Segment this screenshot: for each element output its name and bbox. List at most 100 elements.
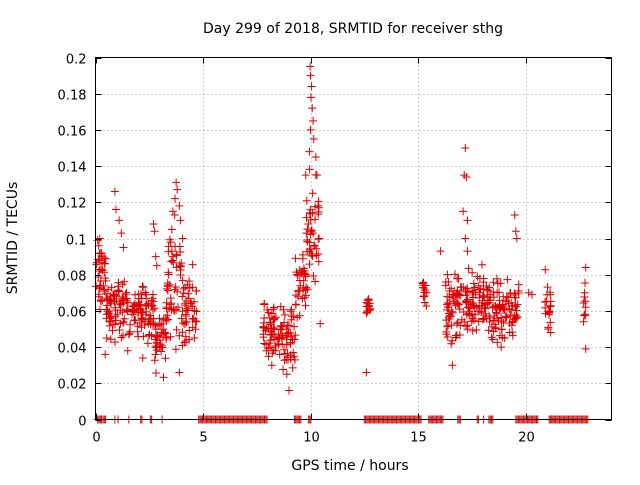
data-point: [102, 314, 111, 323]
data-point: [503, 275, 512, 284]
data-point: [166, 332, 175, 341]
data-point: [306, 205, 315, 214]
data-point: [475, 274, 484, 283]
data-point: [580, 288, 589, 297]
data-point: [497, 325, 506, 334]
x-tick-label: 10: [303, 431, 320, 446]
data-point: [167, 257, 176, 266]
data-point: [463, 247, 472, 256]
data-point: [95, 266, 104, 275]
data-point: [108, 326, 117, 335]
data-point: [285, 386, 293, 395]
data-point: [481, 304, 490, 313]
data-point: [305, 209, 314, 218]
data-point: [281, 349, 290, 358]
data-point: [168, 252, 177, 261]
data-point: [127, 310, 136, 319]
data-point: [478, 260, 487, 269]
data-point: [447, 321, 456, 330]
y-tick-label: 0.08: [58, 270, 87, 285]
data-point: [164, 242, 173, 251]
data-point: [309, 134, 318, 143]
data-point: [119, 331, 128, 340]
data-point: [111, 316, 120, 325]
data-point: [172, 305, 181, 314]
data-point: [171, 345, 180, 354]
data-point: [158, 343, 167, 352]
data-point: [507, 305, 516, 314]
data-point: [308, 104, 317, 113]
data-point: [447, 284, 456, 293]
data-point: [286, 353, 295, 362]
data-point: [311, 153, 320, 162]
data-point: [485, 296, 494, 305]
data-point: [300, 293, 309, 302]
data-point: [546, 328, 555, 337]
data-point: [311, 215, 320, 224]
data-point: [180, 338, 189, 347]
data-point: [466, 300, 475, 309]
data-point: [544, 323, 553, 332]
data-point: [264, 344, 273, 353]
y-tick-label: 0.12: [58, 197, 87, 212]
data-point: [306, 62, 315, 71]
data-point: [463, 216, 472, 225]
data-point: [448, 361, 457, 370]
data-point: [456, 283, 465, 292]
data-point: [122, 288, 131, 297]
data-point: [489, 278, 498, 287]
data-point: [177, 314, 186, 323]
data-point: [150, 227, 159, 236]
data-point: [192, 286, 201, 295]
data-point: [182, 312, 191, 321]
data-point: [163, 279, 172, 288]
data-point: [119, 243, 128, 252]
data-point: [171, 194, 180, 203]
data-point: [363, 306, 372, 315]
data-point: [301, 171, 310, 180]
data-point: [461, 234, 470, 243]
data-point: [305, 165, 314, 174]
data-point: [273, 334, 282, 343]
data-point: [306, 93, 315, 102]
data-point: [309, 271, 318, 280]
data-point: [419, 278, 428, 287]
data-point: [176, 248, 185, 257]
data-point: [267, 361, 276, 370]
data-point: [151, 343, 160, 352]
data-point: [167, 225, 176, 234]
data-point: [445, 293, 454, 302]
x-axis-title: GPS time / hours: [291, 458, 408, 474]
data-point: [172, 178, 181, 187]
data-point: [94, 241, 103, 250]
data-point: [470, 302, 479, 311]
data-point: [115, 216, 124, 225]
data-point: [510, 210, 519, 219]
chart-title: Day 299 of 2018, SRMTID for receiver sth…: [203, 21, 503, 37]
data-point: [259, 330, 268, 339]
data-point: [98, 266, 107, 275]
data-point: [467, 317, 476, 326]
data-point: [119, 299, 128, 308]
data-point: [307, 82, 316, 91]
data-point: [279, 365, 288, 374]
data-point: [189, 297, 198, 306]
data-point: [485, 317, 494, 326]
data-point: [141, 310, 150, 319]
data-point: [117, 229, 126, 238]
data-point: [497, 343, 506, 352]
data-point: [443, 270, 452, 279]
data-point: [126, 320, 135, 329]
data-point: [185, 277, 194, 286]
data-point: [453, 298, 462, 307]
data-point: [489, 316, 498, 325]
data-point: [546, 318, 555, 327]
data-point: [136, 289, 145, 298]
data-point: [581, 263, 590, 272]
data-point: [139, 283, 148, 292]
y-tick-label: 0.1: [66, 234, 87, 249]
data-point: [279, 305, 288, 314]
data-point: [178, 276, 187, 285]
y-tick-label: 0: [78, 415, 86, 430]
data-point: [474, 307, 483, 316]
